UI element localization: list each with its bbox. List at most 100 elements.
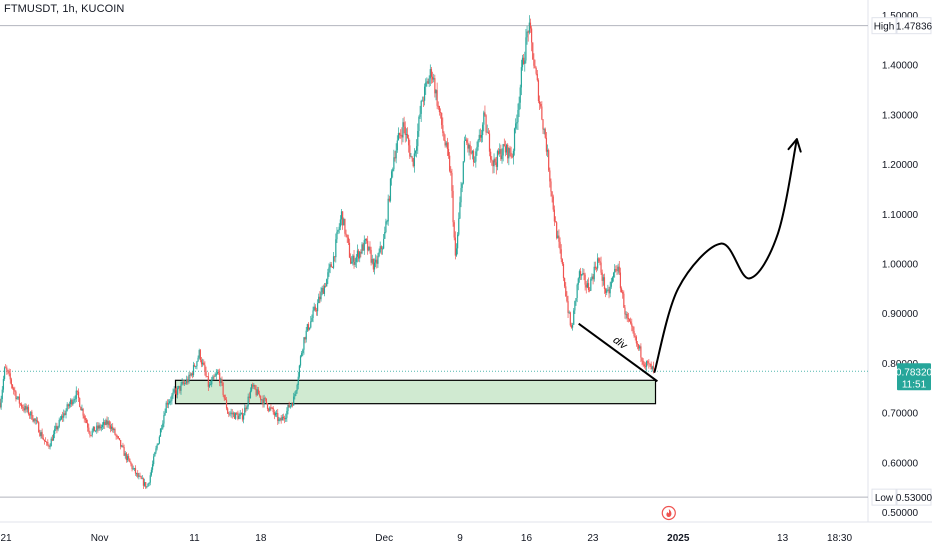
candle-body: [140, 476, 142, 479]
candle-body: [571, 324, 574, 328]
candle-body: [335, 239, 337, 258]
candle-body: [642, 360, 644, 365]
candle-body: [483, 112, 485, 125]
candle-body: [408, 138, 410, 146]
candle-body: [39, 432, 41, 436]
candle-body: [281, 416, 283, 421]
time-axis[interactable]: 21 Nov 11 18 Dec 9 16 23 2025 13 18:30: [0, 505, 852, 545]
candle-body: [645, 361, 648, 367]
candle-body: [279, 418, 281, 420]
candle-body: [191, 373, 193, 376]
candle-body: [436, 90, 438, 106]
candle-body: [607, 289, 609, 291]
candle-body: [581, 274, 583, 276]
price-tick-label: 1.40000: [882, 61, 919, 72]
candle-body: [427, 81, 429, 84]
candle-body: [523, 57, 525, 65]
candle-body: [376, 259, 378, 264]
candle-body: [276, 413, 278, 414]
candle-body: [510, 152, 512, 157]
candle-body: [355, 256, 357, 262]
candle-body: [38, 422, 40, 433]
candle-body: [56, 425, 58, 430]
candle-body: [47, 441, 49, 446]
candle-body: [204, 364, 206, 372]
candle-body: [0, 402, 1, 408]
candle-body: [182, 382, 184, 384]
candle-body: [371, 258, 373, 263]
candle-body: [200, 360, 203, 365]
candle-body: [498, 151, 500, 154]
support-zone-layer[interactable]: [174, 379, 657, 405]
candle-body: [455, 248, 458, 256]
support-zone-rect[interactable]: [174, 379, 657, 405]
symbol-title: FTMUSDT, 1h, KUCOIN: [4, 3, 125, 15]
candle-body: [368, 246, 370, 251]
event-flame-glyph: [666, 509, 672, 517]
candle-body: [27, 407, 30, 415]
candle-body: [68, 404, 71, 407]
candle-body: [475, 151, 477, 162]
candle-body: [248, 396, 250, 398]
candle-body: [278, 419, 280, 422]
candle-body: [288, 404, 290, 408]
candle-body: [89, 431, 91, 436]
candle-body: [240, 412, 242, 414]
candle-body: [209, 384, 212, 386]
candle-body: [562, 264, 565, 278]
candle-body: [289, 405, 291, 408]
candle-body: [249, 390, 252, 398]
candle-body: [97, 425, 99, 429]
candle-body: [255, 389, 257, 396]
candle-body: [324, 285, 327, 287]
candle-body: [32, 419, 34, 422]
time-tick-label: 9: [457, 533, 463, 544]
candle-body: [0, 399, 2, 408]
candle-body: [221, 379, 223, 384]
candle-body: [403, 122, 405, 127]
candle-body: [30, 411, 32, 416]
candle-body: [348, 242, 351, 258]
candle-body: [426, 81, 428, 83]
candle-body: [257, 389, 260, 395]
time-tick-label: 18: [255, 533, 267, 544]
candle-body: [43, 439, 45, 441]
candle-body: [212, 376, 214, 381]
candle-body: [357, 250, 360, 259]
candle-body: [648, 362, 650, 364]
candle-body: [180, 384, 182, 391]
candle-body: [115, 434, 117, 437]
candle-body: [397, 133, 400, 141]
price-axis[interactable]: 1.50000 1.40000 1.30000 1.20000 1.10000 1.000…: [882, 11, 919, 519]
low-label-box: [871, 488, 897, 506]
candle-body: [557, 235, 559, 239]
candle-body: [387, 198, 389, 222]
candle-body: [174, 389, 176, 391]
candle-body: [605, 288, 607, 293]
candle-body: [458, 218, 460, 235]
candle-body: [626, 313, 628, 318]
candle-body: [66, 404, 68, 411]
candle-body: [451, 172, 453, 191]
candle-body: [14, 390, 16, 392]
candle-body: [464, 139, 467, 141]
candle-body: [83, 415, 85, 419]
divergence-line[interactable]: [578, 322, 658, 383]
candle-body: [112, 426, 114, 431]
drawings-layer[interactable]: div: [578, 138, 802, 383]
projection-curve[interactable]: [653, 138, 798, 373]
candle-body: [496, 151, 499, 167]
candle-body: [624, 307, 626, 315]
candle-body: [649, 363, 651, 365]
candle-body: [598, 258, 600, 262]
time-tick-label: 18:30: [827, 533, 852, 544]
candle-body: [15, 391, 17, 399]
candle-body: [617, 266, 619, 271]
price-tick-label: 1.10000: [882, 210, 919, 221]
candle-body: [55, 425, 57, 430]
candle-body: [365, 238, 368, 241]
price-tick-label: 1.50000: [882, 11, 919, 22]
candle-body: [126, 456, 129, 460]
